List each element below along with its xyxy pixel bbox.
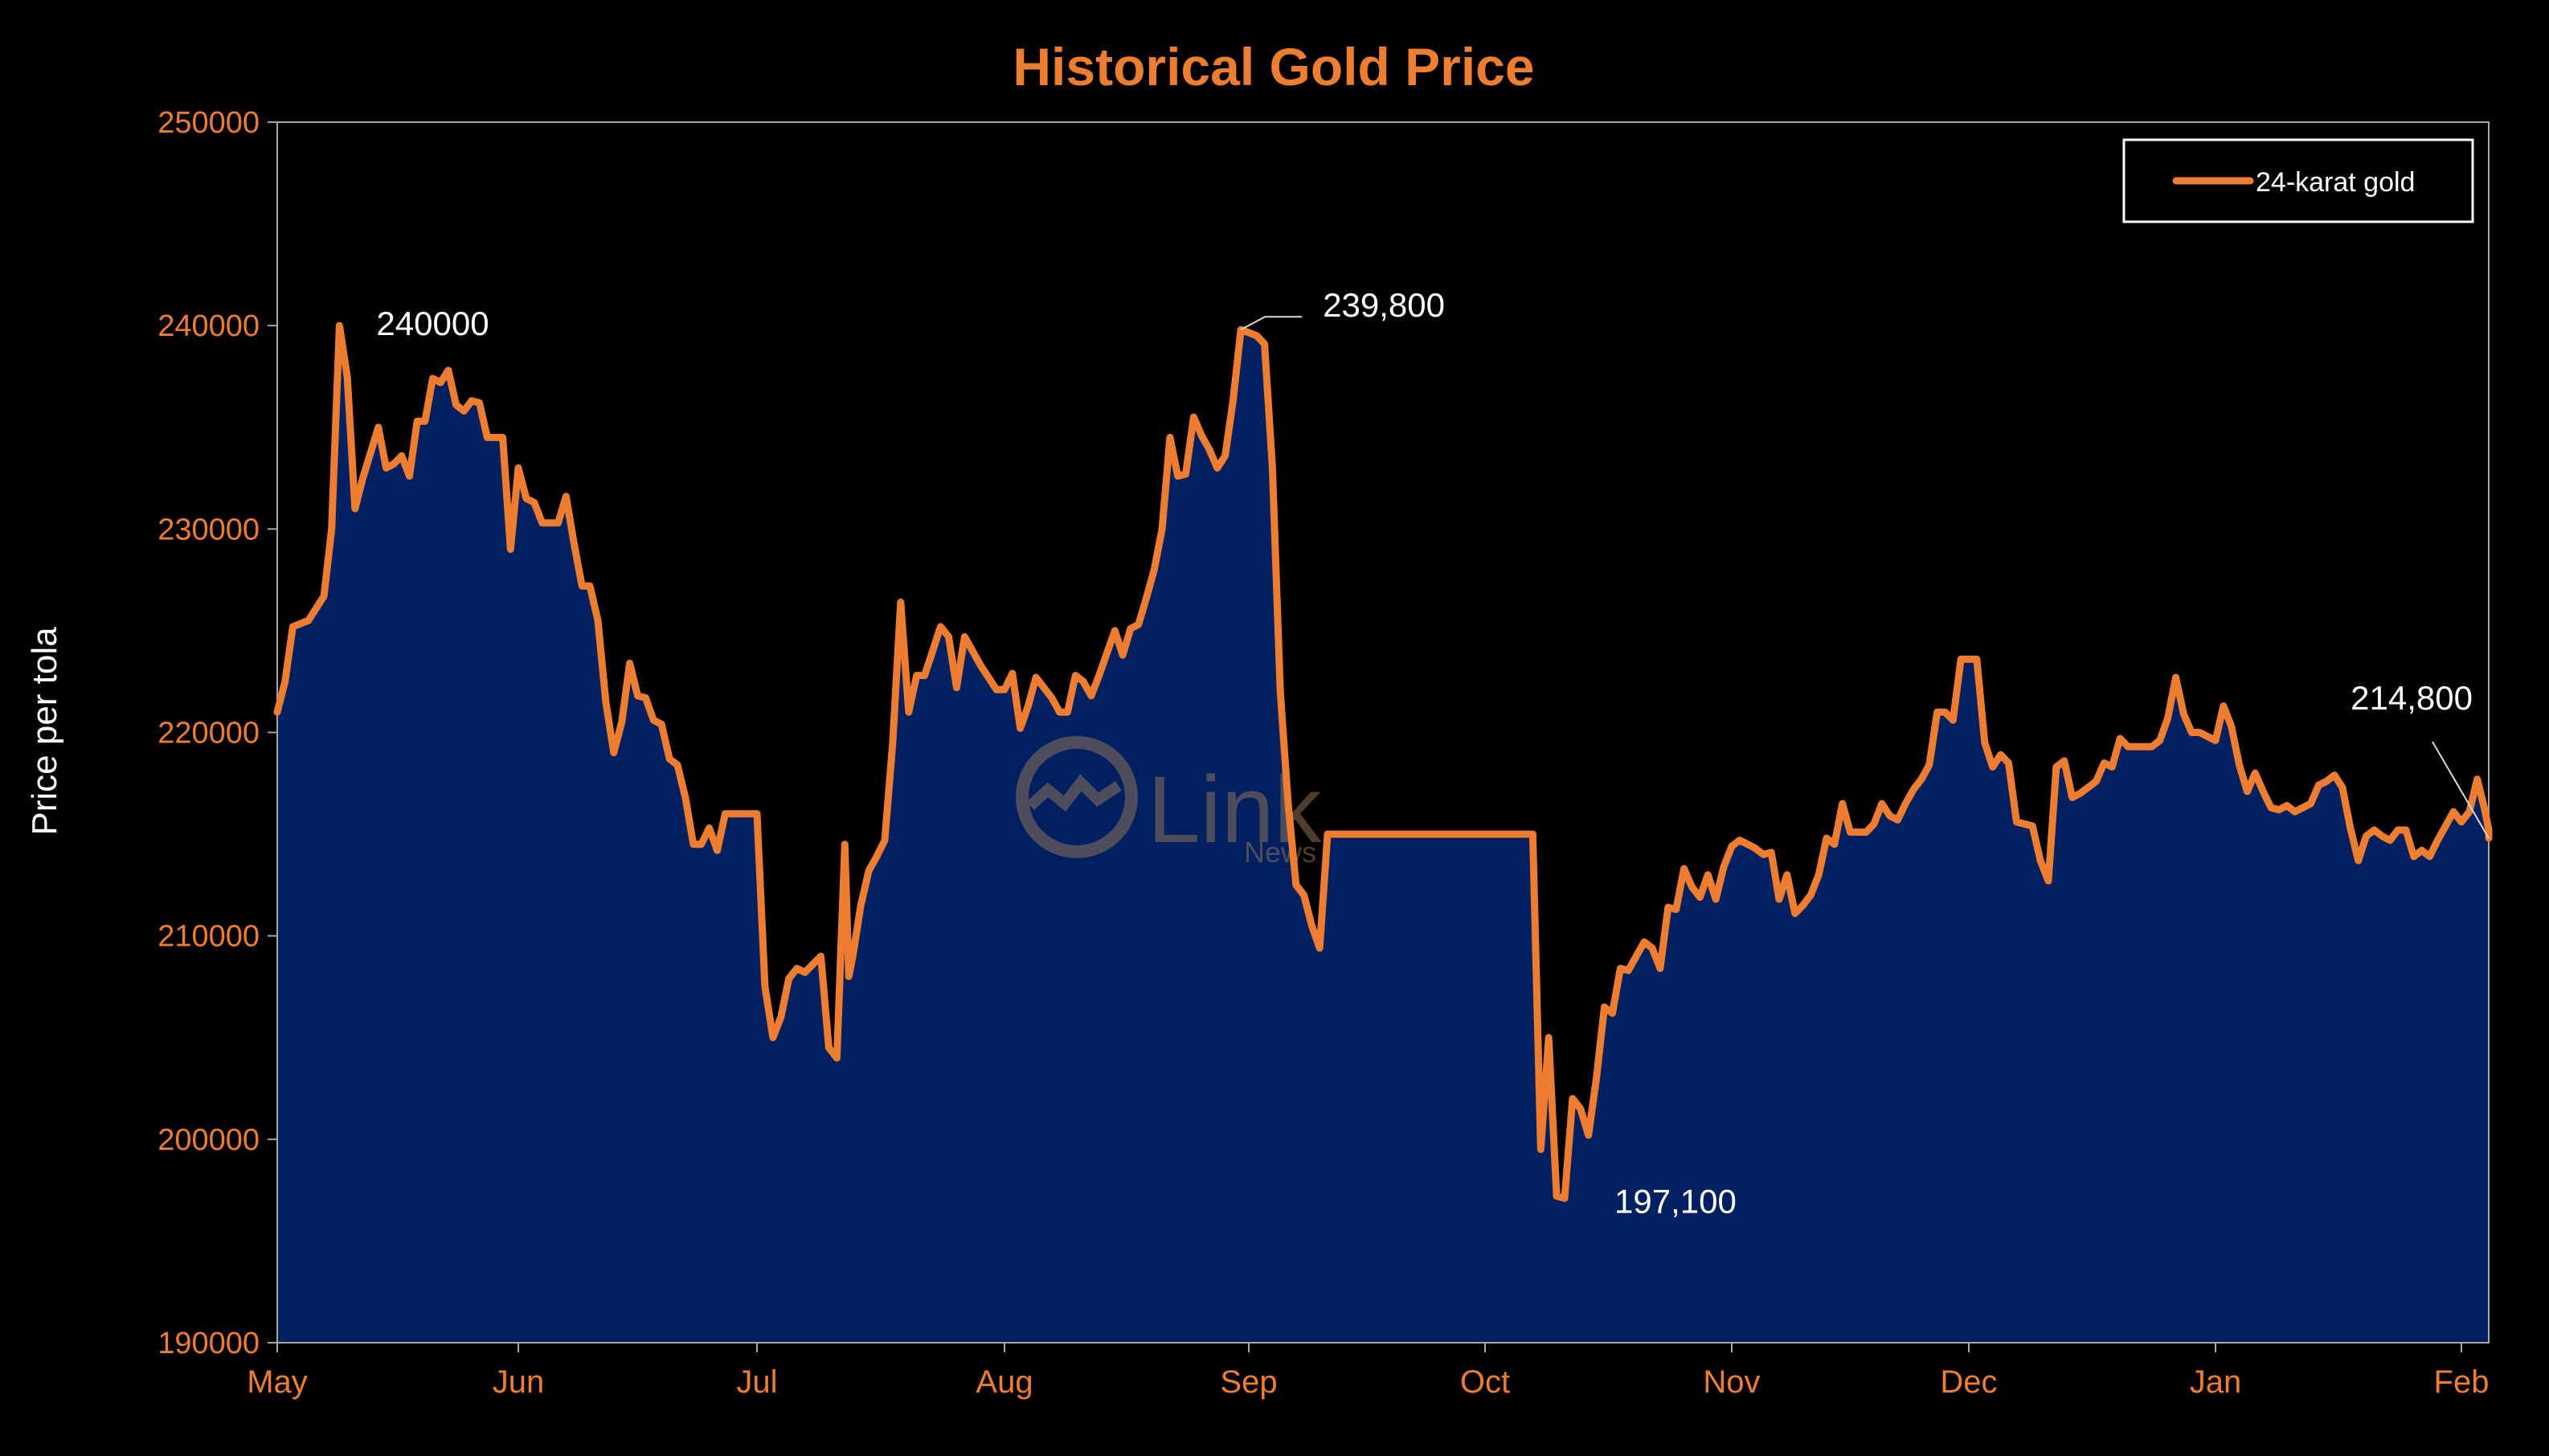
y-tick-label: 250000 (158, 106, 260, 140)
y-tick-label: 190000 (158, 1327, 260, 1360)
legend-label: 24-karat gold (2256, 167, 2415, 198)
chart-title: Historical Gold Price (1013, 37, 1534, 96)
annotation-label: 240000 (376, 305, 489, 342)
annotation-label: 197,100 (1614, 1182, 1737, 1220)
legend: 24-karat gold (2122, 138, 2474, 223)
x-tick-label: Feb (2434, 1364, 2490, 1400)
annotation-leader (2432, 741, 2490, 839)
y-tick-label: 240000 (158, 309, 260, 343)
x-tick-label: May (247, 1364, 308, 1400)
y-tick-label: 230000 (158, 513, 260, 546)
watermark-subtext: News (1244, 836, 1316, 869)
x-tick-label: Aug (976, 1364, 1033, 1400)
annotation-leader (1240, 316, 1303, 331)
x-tick-label: Jan (2190, 1364, 2242, 1400)
x-tick-label: Jul (736, 1364, 777, 1400)
y-tick-label: 200000 (158, 1123, 260, 1157)
y-axis-title: Price per tola (25, 627, 64, 836)
x-tick-label: Jun (493, 1364, 545, 1400)
x-tick-label: Sep (1220, 1364, 1277, 1400)
x-tick-label: Dec (1940, 1364, 1997, 1400)
y-tick-label: 220000 (158, 717, 260, 750)
line-layer (273, 321, 2493, 1202)
annotation-label: 214,800 (2351, 679, 2473, 717)
y-tick-label: 210000 (158, 920, 260, 954)
x-tick-label: Nov (1703, 1364, 1760, 1400)
annotation-layer: 240000 239,800 197,100 214,800 (376, 286, 2490, 1220)
axis-layer: 190000 200000 210000 220000 230000 240000 2500… (158, 106, 2490, 1400)
annotation-label: 239,800 (1323, 286, 1445, 324)
series-line-24-karat-gold (273, 321, 2493, 1202)
x-tick-label: Oct (1460, 1364, 1510, 1400)
